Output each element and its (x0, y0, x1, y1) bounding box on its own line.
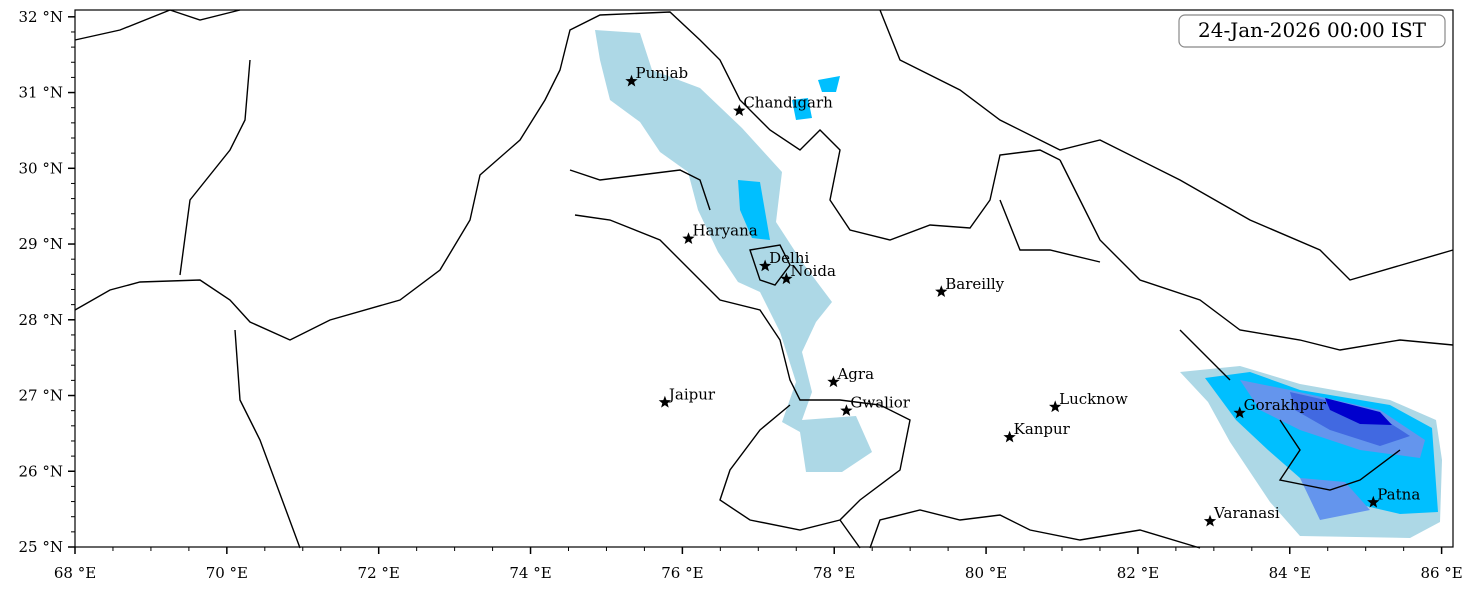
city-marker (1049, 400, 1062, 413)
axes: 68 °E 70 °E 72 °E 74 °E 76 °E 78 °E 80 °E 82 °E… (19, 8, 1463, 582)
city-marker (658, 395, 672, 408)
x-tick-label: 84 °E (1269, 564, 1311, 582)
boundaries (74, 9, 1454, 549)
city-marker (759, 259, 772, 272)
city-label: Gwalior (850, 394, 910, 412)
city-label: Haryana (692, 222, 757, 240)
x-tick-label: 70 °E (206, 564, 248, 582)
city-marker (780, 272, 793, 285)
timestamp-frame (1178, 14, 1446, 48)
city-label: Jaipur (667, 385, 716, 403)
y-tick-label: 25 °N (19, 538, 63, 556)
y-tick-label: 31 °N (19, 84, 63, 102)
x-tick-label: 86 °E (1420, 564, 1462, 582)
city-label: Patna (1377, 485, 1420, 503)
city-marker (625, 74, 638, 87)
city-label: Varanasi (1213, 504, 1280, 522)
y-tick-label: 28 °N (19, 311, 63, 329)
x-tick-label: 76 °E (661, 564, 703, 582)
city-label: Punjab (636, 64, 689, 82)
x-tick-label: 72 °E (358, 564, 400, 582)
city-label: Chandigarh (743, 94, 833, 112)
y-tick-label: 29 °N (19, 235, 63, 253)
y-tick-label: 32 °N (19, 8, 63, 26)
city-marker (733, 104, 746, 116)
city-label: Agra (836, 365, 874, 383)
x-tick-label: 80 °E (965, 564, 1007, 582)
x-tick-label: 74 °E (509, 564, 551, 582)
city-label: Lucknow (1059, 390, 1128, 408)
precipitation (595, 30, 1442, 538)
y-tick-label: 27 °N (19, 387, 63, 405)
city-marker (840, 404, 853, 416)
city-marker (827, 375, 840, 388)
map-frame (74, 9, 1454, 548)
x-tick-label: 82 °E (1117, 564, 1159, 582)
timestamp-box: 24-Jan-2026 00:00 IST (1178, 14, 1446, 48)
city-label: Kanpur (1014, 420, 1071, 438)
timestamp: 24-Jan-2026 00:00 IST (1198, 18, 1427, 42)
y-tick-label: 30 °N (19, 159, 63, 177)
x-tick-label: 68 °E (54, 564, 96, 582)
city-marker (682, 232, 695, 244)
city-marker (1203, 514, 1217, 527)
x-tick-label: 78 °E (813, 564, 855, 582)
city-label: Noida (790, 262, 836, 280)
city-label: Gorakhpur (1244, 396, 1327, 414)
city-marker (1003, 430, 1016, 443)
city-label: Delhi (769, 249, 809, 267)
city-marker (1367, 495, 1380, 508)
city-marker (935, 285, 948, 297)
city-marker (1233, 406, 1246, 419)
city-label: Bareilly (945, 275, 1004, 293)
y-tick-label: 26 °N (19, 462, 63, 480)
